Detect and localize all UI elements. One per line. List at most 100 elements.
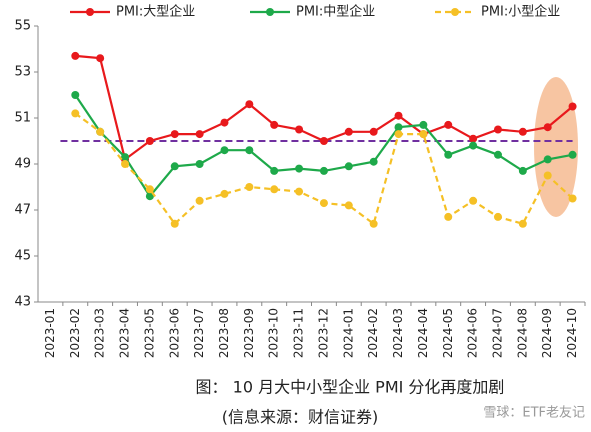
point (170, 162, 179, 171)
x-tick-label: 2024-05 (441, 308, 455, 358)
x-tick-label: 2023-12 (316, 308, 330, 358)
point (493, 212, 502, 221)
point (170, 219, 179, 228)
point (96, 127, 105, 136)
point (145, 192, 154, 201)
point (444, 120, 453, 129)
point (245, 146, 254, 155)
point (419, 120, 428, 129)
point (270, 166, 279, 175)
x-tick-label: 2023-04 (118, 308, 132, 358)
point (220, 118, 229, 127)
point (195, 130, 204, 139)
watermark: 雪球：ETF老友记 (483, 405, 585, 421)
x-tick-label: 2023-06 (167, 308, 181, 358)
x-tick-label: 2024-01 (341, 308, 355, 358)
x-tick-label: 2024-04 (416, 308, 430, 358)
x-tick-label: 2024-09 (540, 308, 554, 358)
point (469, 141, 478, 150)
legend-label: PMI:小型企业 (481, 4, 560, 20)
point (543, 171, 552, 180)
point (319, 137, 328, 145)
x-tick-label: 2024-06 (466, 308, 480, 358)
point (195, 160, 204, 168)
point (270, 185, 279, 194)
point (121, 153, 130, 162)
series-line (74, 94, 573, 199)
point (518, 127, 527, 136)
point (270, 120, 279, 129)
caption: 图： 10 月大中小型企业 PMI 分化再度加剧 (196, 378, 505, 397)
legend-marker (86, 8, 94, 16)
point (394, 123, 403, 132)
point (444, 150, 453, 159)
x-tick-label: 2023-08 (217, 308, 231, 358)
point (319, 199, 328, 208)
point (295, 125, 304, 134)
legend-label: PMI:中型企业 (296, 4, 375, 20)
point (394, 111, 403, 120)
point (419, 130, 428, 139)
x-tick-label: 2023-11 (292, 308, 306, 358)
point (245, 100, 254, 109)
point (195, 196, 204, 205)
point (568, 194, 577, 203)
x-tick-label: 2023-09 (242, 308, 256, 358)
y-tick-label: 55 (14, 19, 31, 34)
x-tick-label: 2024-10 (565, 308, 579, 358)
legend-marker (266, 8, 274, 16)
y-tick-label: 53 (14, 65, 31, 80)
x-tick-label: 2023-07 (192, 308, 206, 358)
point (145, 185, 154, 194)
point (344, 127, 353, 136)
point (220, 146, 229, 155)
y-tick-label: 49 (14, 157, 31, 172)
x-tick-label: 2024-07 (490, 308, 504, 358)
point (344, 201, 353, 210)
point (543, 155, 552, 164)
point (319, 166, 328, 175)
y-tick-label: 51 (14, 111, 31, 126)
source: (信息来源：财信证券) (222, 408, 379, 427)
point (71, 109, 80, 118)
point (444, 212, 453, 221)
x-tick-label: 2023-02 (68, 308, 82, 358)
point (493, 125, 502, 134)
point (295, 164, 304, 173)
point (469, 196, 478, 205)
point (71, 91, 80, 99)
point (220, 189, 229, 198)
point (469, 134, 478, 143)
legend-marker (451, 8, 459, 16)
x-tick-label: 2024-08 (515, 308, 529, 358)
point (344, 162, 353, 171)
point (493, 150, 502, 159)
x-tick-label: 2023-01 (43, 308, 57, 358)
point (394, 130, 403, 139)
legend-label: PMI:大型企业 (116, 4, 195, 20)
point (568, 150, 577, 159)
point (170, 130, 179, 139)
point (543, 123, 552, 132)
x-tick-label: 2023-10 (267, 308, 281, 358)
point (369, 219, 378, 228)
point (96, 54, 105, 63)
point (518, 219, 527, 228)
point (71, 51, 80, 60)
y-tick-label: 43 (14, 295, 31, 310)
point (369, 157, 378, 166)
point (369, 127, 378, 136)
point (145, 137, 154, 145)
x-tick-label: 2024-03 (391, 308, 405, 358)
point (518, 166, 527, 175)
x-tick-label: 2023-03 (93, 308, 107, 358)
y-tick-label: 47 (14, 203, 31, 218)
y-tick-label: 45 (14, 249, 31, 264)
point (245, 183, 254, 191)
point (121, 160, 130, 168)
point (295, 187, 304, 196)
x-tick-label: 2023-05 (142, 308, 156, 358)
x-tick-label: 2024-02 (366, 308, 380, 358)
point (568, 102, 577, 111)
